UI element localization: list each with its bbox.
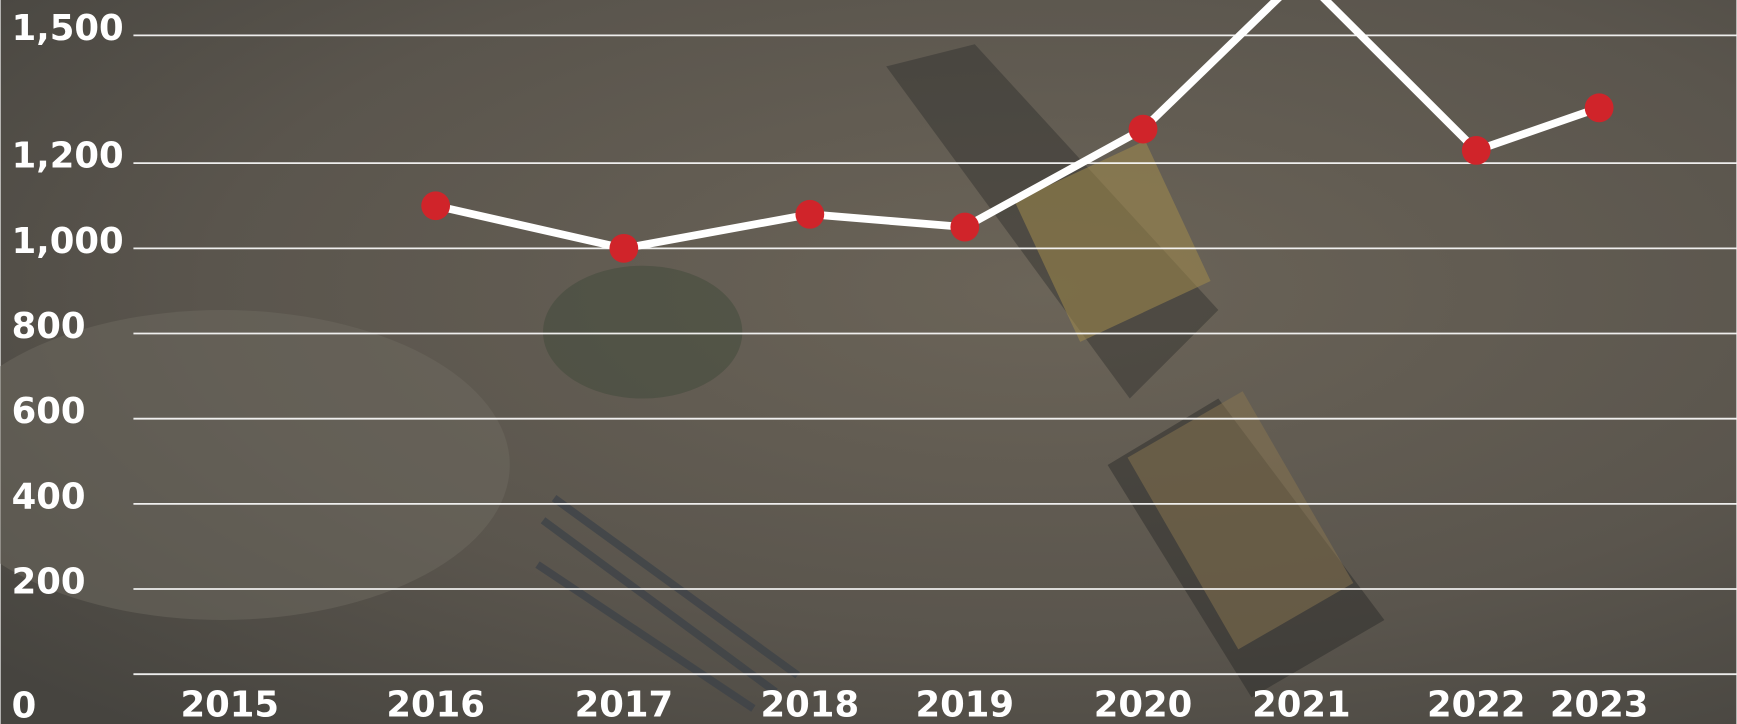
x-tick-label: 2016 — [386, 684, 485, 724]
data-point — [950, 213, 979, 242]
y-tick-label: 200 — [12, 561, 86, 602]
x-tick-label: 2022 — [1427, 684, 1526, 724]
x-tick-label: 2021 — [1252, 684, 1351, 724]
y-tick-label: 1,200 — [12, 136, 124, 177]
data-point — [609, 234, 638, 263]
x-tick-label: 2019 — [916, 684, 1015, 724]
x-tick-label: 2018 — [761, 684, 860, 724]
y-tick-label: 0 — [12, 685, 37, 724]
data-point — [1585, 93, 1614, 122]
data-point — [1462, 136, 1491, 165]
y-tick-label: 1,500 — [12, 8, 124, 49]
data-point — [795, 200, 824, 229]
data-point — [421, 191, 450, 220]
data-point — [1129, 115, 1158, 144]
y-tick-label: 600 — [12, 391, 86, 432]
y-tick-label: 400 — [12, 476, 86, 517]
x-tick-label: 2020 — [1094, 684, 1193, 724]
y-tick-label: 1,000 — [12, 221, 124, 262]
x-tick-label: 2023 — [1550, 684, 1649, 724]
chart: 0 200 400 600 800 1,000 1,200 1,500 2015 2016 201… — [0, 0, 1737, 724]
background-photo — [0, 0, 1736, 724]
x-tick-label: 2015 — [180, 684, 279, 724]
x-tick-label: 2017 — [575, 684, 674, 724]
y-tick-label: 800 — [12, 306, 86, 347]
